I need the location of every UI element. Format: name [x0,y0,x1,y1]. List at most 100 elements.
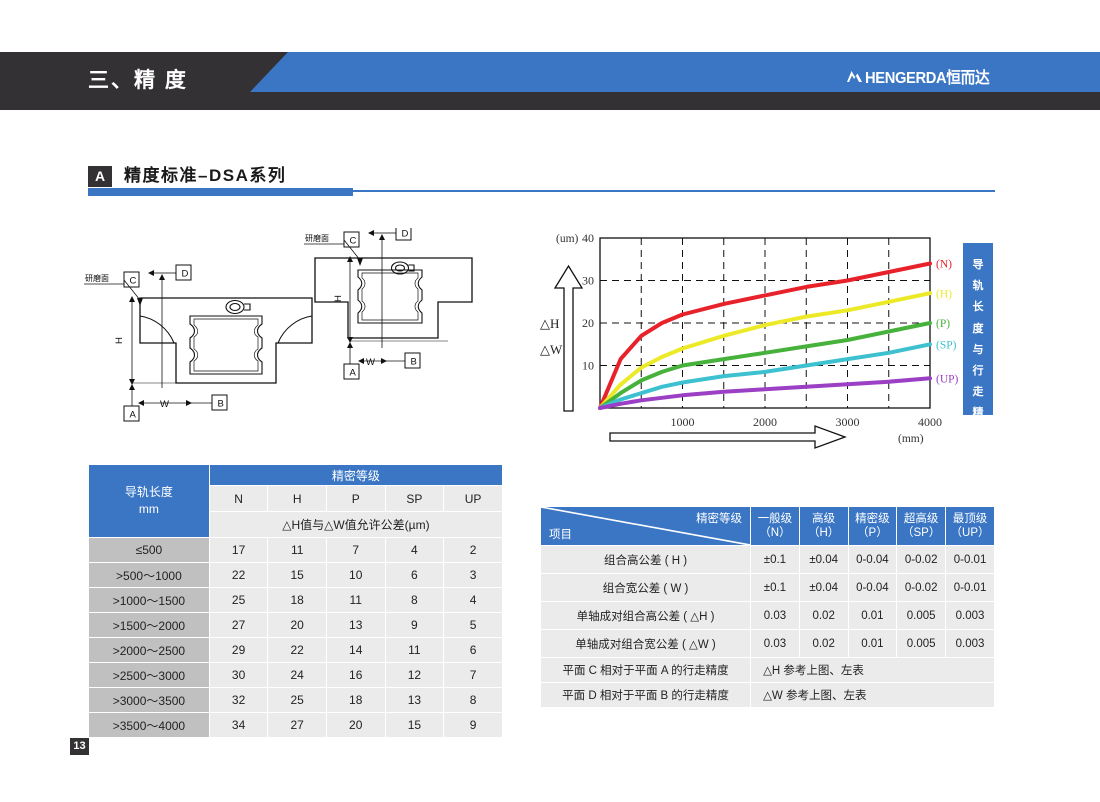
grade-value-cell: 0-0.01 [945,545,995,574]
left-table-group-header: 精密等级 [208,464,504,486]
tolerance-cell: 22 [208,562,269,588]
chart-x-unit: (mm) [898,433,924,445]
tolerance-cell: 9 [443,712,503,738]
tolerance-cell: 27 [208,612,269,638]
tolerance-cell: 7 [443,662,503,688]
tolerance-cell: 24 [267,662,327,688]
grade-value-cell: 0.003 [945,601,995,630]
vertical-label-char: 长 [972,301,984,314]
tolerance-cell: 27 [267,712,327,738]
length-range-cell: >3500〜4000 [88,712,210,738]
chart-xtick: 4000 [918,415,942,429]
reference-note-cell: △W 参考上图、左表 [750,682,995,708]
tolerance-cell: 6 [384,562,445,588]
length-range-cell: >3000〜3500 [88,687,210,713]
grade-value-cell: ±0.04 [798,545,849,574]
datum-a-left: A [130,410,137,421]
reference-note-cell: △H 参考上图、左表 [750,657,995,683]
length-range-cell: >2500〜3000 [88,662,210,688]
tolerance-cell: 16 [325,662,386,688]
tolerance-cell: 6 [443,637,503,663]
chart-symbol-delta-w: △W [540,342,563,357]
left-table-corner: 导轨长度 mm [88,464,210,538]
tolerance-cell: 13 [384,687,445,713]
vertical-label-char: 行 [972,365,984,378]
ground-surface-label-right: 研磨面 [305,233,329,243]
vertical-label-char: 度 [972,428,984,441]
grade-value-cell: 0-0.04 [847,573,898,602]
datum-b-left: B [218,399,224,410]
item-label-cell: 单轴成对组合高公差 ( △H ) [539,601,752,630]
dim-h-right: H [333,295,344,302]
tolerance-cell: 3 [443,562,503,588]
table-row: >1500〜2000 27 20 13 9 5 [88,612,503,638]
tolerance-cell: 5 [443,612,503,638]
tolerance-cell: 8 [384,587,445,613]
item-label-cell: 平面 D 相对于平面 B 的行走精度 [539,682,752,708]
grade-value-cell: 0.005 [896,601,947,630]
grade-header: H [267,485,327,512]
chart-ytick: 40 [582,231,594,245]
table-row: 组合宽公差 ( W ) ±0.1 ±0.04 0-0.04 0-0.02 0-0.01 [539,573,995,602]
brand-logo: HENGERDA恒而达 [846,64,1000,88]
table-row: 组合高公差 ( H ) ±0.1 ±0.04 0-0.04 0-0.02 0-0.01 [539,545,995,574]
right-table-corner: 精密等级 项目 [539,506,752,546]
tolerance-cell: 18 [325,687,386,713]
corner-bottom-label: 项目 [549,529,572,541]
grade-value-cell: 0-0.04 [847,545,898,574]
tolerance-cell: 2 [443,537,503,563]
tolerance-cell: 14 [325,637,386,663]
grade-value-cell: 0.02 [798,601,849,630]
grade-column-header: 高级 （H） [798,506,849,546]
grade-value-cell: 0.02 [798,629,849,658]
tolerance-cell: 29 [208,637,269,663]
tolerance-cell: 32 [208,687,269,713]
tolerance-cell: 25 [267,687,327,713]
tolerance-cell: 30 [208,662,269,688]
left-table-span-note: △H值与△W值允许公差(µm) [208,511,504,538]
length-range-cell: ≤500 [88,537,210,563]
table-note-row: △H值与△W值允许公差(µm) [89,511,504,538]
tolerance-cell: 25 [208,587,269,613]
chart-symbol-delta-h: △H [540,316,559,331]
chart-side-label-text: 导轨长度与行走精度图 [963,243,993,463]
chart-legend-sp: (SP) [936,339,957,351]
tolerance-cell: 17 [208,537,269,563]
chart-ytick: 30 [582,274,594,288]
table-grade-row: N H P SP UP [89,485,503,512]
dim-w-right: W [366,357,375,368]
grade-value-cell: ±0.04 [798,573,849,602]
table-row: >1000〜1500 25 18 11 8 4 [88,587,503,613]
vertical-label-char: 导 [972,259,984,271]
chart-series-sp [598,342,932,410]
tolerance-cell: 10 [325,562,386,588]
tolerance-cell: 11 [325,587,386,613]
accuracy-chart: 1000 2000 3000 4000 10 20 30 40 (N) (H) (P) (SP) (… [540,228,1000,453]
chart-legend-up: (UP) [936,373,959,385]
vertical-label-char: 走 [972,386,984,399]
page-title: 三、精 度 [88,69,188,92]
grade-value-cell: 0.01 [847,601,898,630]
length-range-cell: >1000〜1500 [88,587,210,613]
chart-side-label: 导轨长度与行走精度图 [963,243,993,462]
chart-series-up [598,376,932,410]
grade-header: UP [443,485,503,512]
table-row: >2500〜3000 30 24 16 12 7 [88,662,503,688]
section-rule-thick [88,188,353,196]
table-note-row: 平面 D 相对于平面 B 的行走精度 △W 参考上图、左表 [539,682,995,708]
grade-value-cell: ±0.1 [750,573,800,602]
grade-value-cell: 0-0.02 [896,573,947,602]
table-row: >3500〜4000 34 27 20 15 9 [88,712,503,738]
grade-header: P [325,485,386,512]
tolerance-cell: 11 [384,637,445,663]
tolerance-cell: 11 [267,537,327,563]
grade-header: N [208,485,269,512]
mountain-logo-icon [846,68,863,85]
tolerance-cell: 4 [443,587,503,613]
chart-ytick: 10 [582,359,594,373]
tolerance-cell: 15 [384,712,445,738]
chart-series-h [598,291,932,410]
chart-xtick: 3000 [836,415,860,429]
vertical-label-char: 图 [972,449,984,462]
length-range-cell: >2000〜2500 [88,637,210,663]
